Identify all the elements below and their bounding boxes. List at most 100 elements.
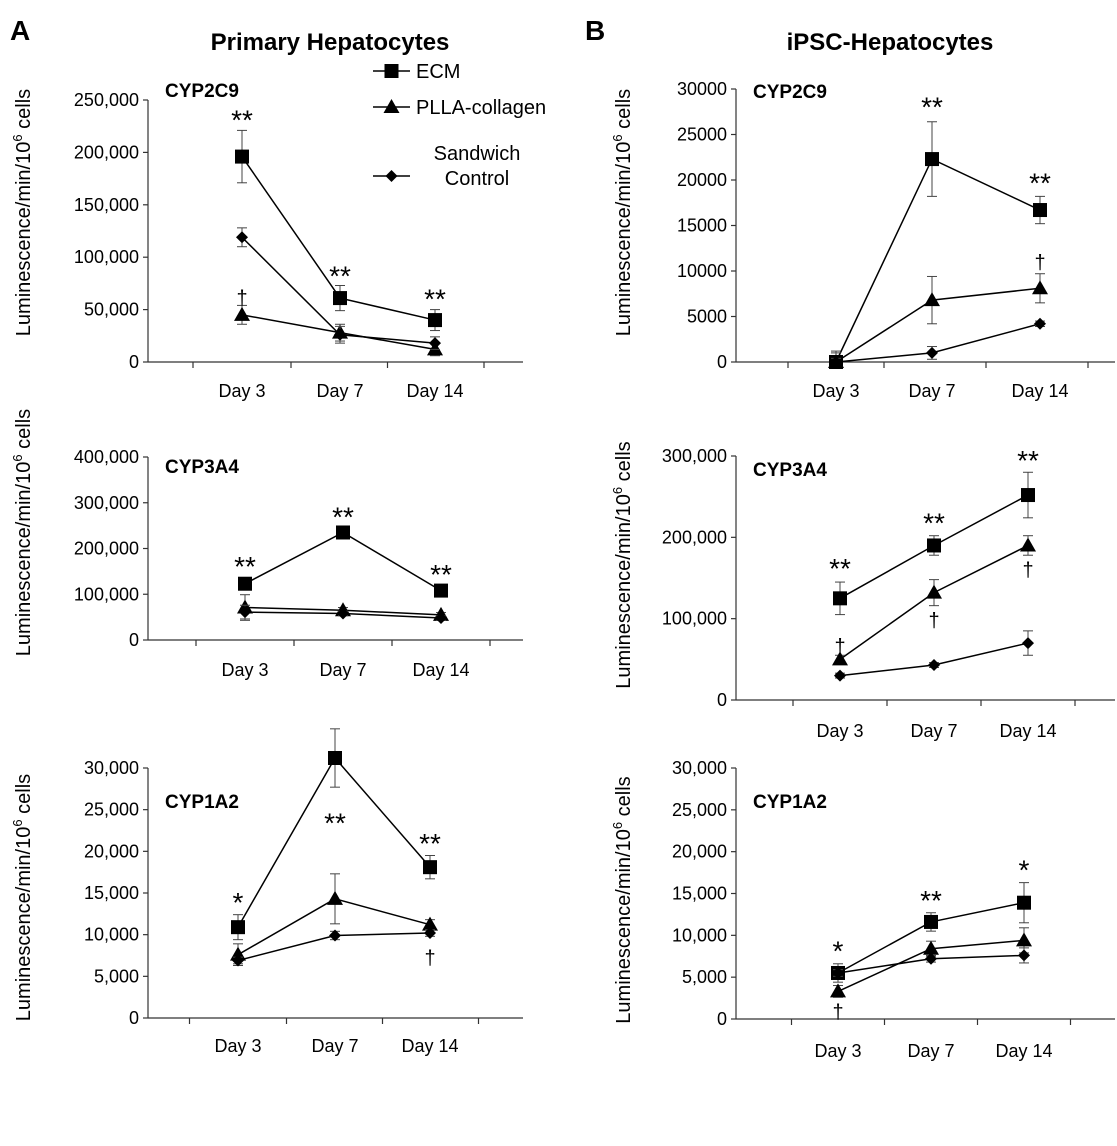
series-square: [235, 129, 442, 332]
significance-annotation: *: [233, 887, 244, 918]
series-line: [244, 531, 442, 592]
y-tick-label: 5,000: [94, 966, 139, 986]
legend-entry-square: ECM: [373, 61, 460, 83]
x-tick-label: Day 14: [412, 660, 469, 680]
data-point-square: [333, 291, 347, 306]
legend-label: Sandwich Control: [434, 143, 521, 190]
significance-annotation: **: [424, 284, 446, 315]
data-point-square: [238, 576, 252, 591]
panel-b-title: iPSC-Hepatocytes: [787, 29, 994, 56]
significance-annotation: **: [921, 91, 943, 122]
y-tick-label: 0: [717, 352, 727, 372]
data-point-triangle: [926, 584, 942, 599]
series-diamond: [232, 927, 436, 967]
x-tick-label: Day 7: [311, 1036, 358, 1056]
significance-annotation: **: [430, 559, 452, 590]
data-point-diamond: [334, 328, 346, 341]
y-tick-label: 10,000: [84, 925, 139, 945]
data-point-triangle: [1020, 537, 1036, 552]
y-tick-label: 200,000: [74, 142, 139, 162]
data-point-diamond: [435, 612, 447, 625]
data-point-diamond: [1018, 949, 1030, 962]
significance-annotation: **: [1017, 445, 1039, 476]
y-tick-label: 300,000: [662, 446, 727, 466]
x-tick-label: Day 7: [910, 721, 957, 741]
chart-a3: 0 5,000 10,000 15,000 20,000 25,000 30,000 Day …: [10, 728, 523, 1056]
data-point-diamond: [832, 966, 844, 979]
significance-annotation: *: [833, 935, 844, 966]
data-point-square: [1033, 203, 1047, 218]
chart-title: CYP3A4: [165, 457, 239, 478]
data-point-diamond: [926, 346, 938, 359]
x-tick-label: Day 3: [214, 1036, 261, 1056]
data-point-diamond: [830, 356, 842, 368]
series-square: [231, 728, 437, 941]
chart-title: CYP1A2: [165, 792, 239, 813]
x-tick-label: Day 7: [319, 660, 366, 680]
legend-marker-triangle: [383, 99, 400, 113]
dagger-annotation: †: [928, 610, 939, 632]
data-point-triangle: [234, 306, 250, 321]
y-tick-label: 15,000: [672, 884, 727, 904]
y-tick-label: 150,000: [74, 195, 139, 215]
y-tick-label: 5000: [687, 307, 727, 327]
x-tick-label: Day 14: [1011, 381, 1068, 401]
data-point-square: [423, 860, 437, 875]
series-diamond: [236, 227, 441, 350]
chart-title: CYP1A2: [753, 792, 827, 813]
y-tick-label: 0: [717, 690, 727, 710]
y-tick-label: 0: [129, 630, 139, 650]
dagger-annotation: †: [1022, 559, 1033, 581]
y-tick-label: 20,000: [84, 841, 139, 861]
y-tick-label: 30000: [677, 79, 727, 99]
y-tick-label: 20000: [677, 170, 727, 190]
data-point-square: [1021, 488, 1035, 503]
data-point-diamond: [232, 954, 244, 967]
data-point-triangle: [1016, 932, 1032, 947]
panel-b-letter: B: [585, 15, 605, 46]
legend-label: PLLA-collagen: [416, 97, 546, 119]
chart-title: CYP2C9: [165, 81, 239, 102]
significance-annotation: **: [923, 507, 945, 538]
significance-annotation: **: [234, 551, 256, 582]
chart-b1: 0 5000 10000 15000 20000 25000 30000 Day 3 Day 7…: [610, 79, 1115, 401]
y-tick-label: 30,000: [84, 758, 139, 778]
chart-title: CYP3A4: [753, 460, 827, 481]
x-tick-label: Day 7: [907, 1041, 954, 1061]
x-tick-label: Day 3: [816, 721, 863, 741]
data-point-diamond: [1034, 317, 1046, 330]
chart-title: CYP2C9: [753, 82, 827, 103]
significance-annotation: **: [329, 260, 351, 291]
data-point-diamond: [424, 927, 436, 939]
significance-annotation: **: [920, 885, 942, 916]
significance-annotation: **: [231, 104, 253, 135]
x-tick-label: Day 3: [218, 381, 265, 401]
data-point-diamond: [236, 231, 248, 244]
series-triangle: [828, 273, 1048, 368]
y-tick-label: 100,000: [74, 247, 139, 267]
series-diamond: [239, 604, 447, 625]
y-axis-label: Luminescence/min/106 cells: [10, 409, 35, 656]
significance-annotation: **: [419, 828, 441, 859]
series-diamond: [834, 630, 1034, 682]
y-axis-label: Luminescence/min/106 cells: [610, 441, 635, 688]
y-tick-label: 10,000: [672, 925, 727, 945]
x-tick-label: Day 14: [999, 721, 1056, 741]
chart-b2: 0 100,000 200,000 300,000 Day 3 Day 7 Day 14 CY…: [610, 441, 1115, 741]
y-axis-label: Luminescence/min/106 cells: [610, 89, 635, 336]
x-tick-label: Day 14: [406, 381, 463, 401]
data-point-diamond: [834, 669, 846, 682]
y-tick-label: 400,000: [74, 447, 139, 467]
data-point-square: [231, 920, 245, 935]
dagger-annotation: †: [832, 1002, 843, 1024]
significance-annotation: **: [324, 807, 346, 838]
legend-entry-diamond: Sandwich Control: [373, 143, 520, 190]
y-tick-label: 15,000: [84, 883, 139, 903]
dagger-annotation: †: [1034, 252, 1045, 274]
data-point-square: [434, 583, 448, 598]
legend-marker-square: [384, 64, 399, 78]
series-square: [829, 121, 1047, 369]
data-point-triangle: [422, 916, 438, 931]
significance-annotation: *: [1019, 854, 1030, 885]
data-point-diamond: [239, 606, 251, 619]
